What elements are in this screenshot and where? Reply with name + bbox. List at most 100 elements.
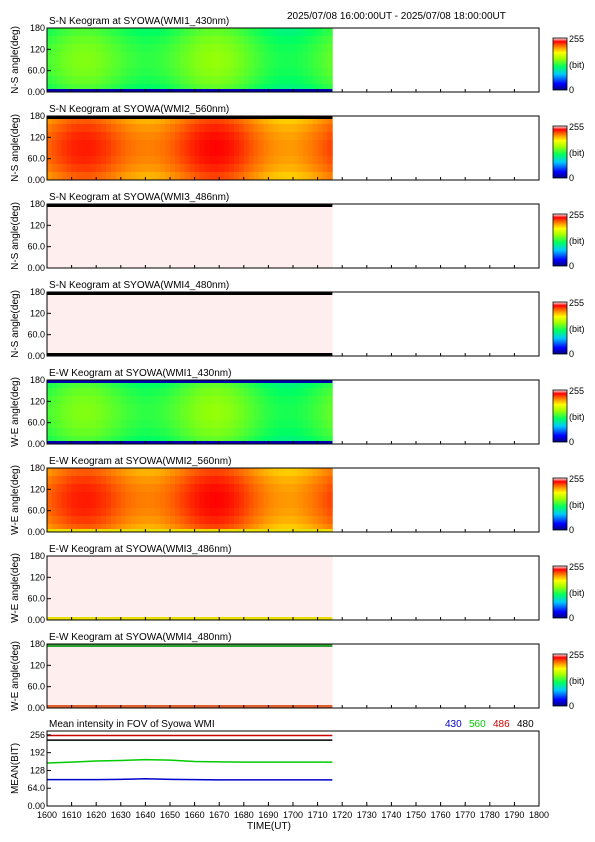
keogram-cell: [71, 516, 77, 525]
keogram-cell: [110, 212, 117, 221]
keogram-cell: [125, 348, 132, 357]
keogram-cell: [327, 668, 333, 677]
keogram-cell: [258, 516, 264, 525]
keogram-cell: [71, 132, 77, 141]
colorbar-min-label: 0: [569, 525, 574, 535]
keogram-cell: [302, 420, 309, 429]
keogram-cell: [174, 484, 181, 493]
keogram-cell: [327, 132, 333, 141]
keogram-cell: [302, 660, 309, 669]
keogram-cell: [209, 148, 215, 157]
keogram-cell: [199, 612, 205, 621]
keogram-cell: [145, 140, 151, 149]
keogram-cell: [106, 36, 112, 45]
keogram-cell: [120, 380, 127, 389]
keogram-cell: [110, 260, 117, 269]
keogram-cell: [268, 700, 274, 709]
keogram-cell: [150, 476, 156, 485]
keogram-cell: [224, 252, 230, 261]
keogram-cell: [56, 220, 63, 229]
keogram-cell: [268, 380, 274, 389]
keogram-cell: [238, 308, 245, 317]
keogram-cell: [125, 44, 132, 53]
keogram-cell: [214, 676, 220, 685]
keogram-cell: [219, 44, 225, 53]
keogram-cell: [120, 76, 127, 85]
keogram-cell: [253, 132, 259, 141]
keogram-cell: [76, 348, 82, 357]
keogram-cell: [155, 316, 161, 325]
keogram-cell: [214, 132, 220, 141]
keogram-cell: [184, 316, 191, 325]
keogram-cell: [155, 468, 161, 477]
keogram-cell: [86, 220, 92, 229]
keogram-cell: [179, 132, 186, 141]
keogram-cell: [278, 604, 284, 613]
keogram-cell: [120, 124, 127, 133]
keogram-cell: [258, 396, 264, 405]
keogram-cell: [135, 60, 141, 69]
keogram-cell: [179, 324, 186, 333]
keogram-cell: [145, 380, 151, 389]
keogram-cell: [273, 244, 279, 253]
keogram-cell: [135, 660, 141, 669]
keogram-cell: [293, 580, 299, 589]
keogram-cell: [150, 52, 156, 61]
keogram-cell: [61, 516, 68, 525]
keogram-cell: [110, 692, 117, 701]
keogram-cell: [189, 116, 195, 125]
keogram-cell: [248, 412, 255, 421]
keogram-cell: [243, 76, 250, 85]
keogram-cell: [214, 484, 220, 493]
keogram-cell: [238, 476, 245, 485]
keogram-cell: [209, 84, 215, 93]
keogram-cell: [219, 420, 225, 429]
keogram-cell: [66, 412, 72, 421]
keogram-cell: [238, 468, 245, 477]
keogram-cell: [233, 596, 240, 605]
keogram-cell: [76, 124, 82, 133]
keogram-cell: [204, 156, 210, 165]
keogram-cell: [273, 692, 279, 701]
keogram-cell: [145, 260, 151, 269]
keogram-cell: [238, 380, 245, 389]
keogram-cell: [86, 148, 92, 157]
keogram-cell: [71, 588, 77, 597]
keogram-cell: [56, 588, 63, 597]
keogram-cell: [47, 612, 53, 621]
keogram-cell: [194, 468, 200, 477]
keogram-cell: [51, 172, 58, 181]
keogram-cell: [219, 60, 225, 69]
keogram-cell: [160, 652, 166, 661]
keogram-cell: [174, 348, 181, 357]
keogram-cell: [248, 396, 255, 405]
keogram-cell: [283, 468, 289, 477]
keogram-cell: [170, 348, 176, 357]
keogram-cell: [86, 420, 92, 429]
keogram-cell: [135, 524, 141, 533]
keogram-cell: [115, 588, 122, 597]
keogram-cell: [258, 652, 264, 661]
keogram-cell: [209, 292, 215, 301]
keogram-cell: [288, 212, 294, 221]
keogram-cell: [209, 700, 215, 709]
keogram-cell: [130, 412, 136, 421]
keogram-cell: [194, 212, 200, 221]
keogram-cell: [47, 524, 53, 533]
keogram-cell: [81, 692, 87, 701]
keogram-cell: [155, 588, 161, 597]
keogram-cell: [233, 436, 240, 445]
keogram-cell: [56, 468, 63, 477]
keogram-cell: [179, 220, 186, 229]
keogram-cell: [204, 596, 210, 605]
keogram-cell: [76, 428, 82, 437]
keogram-cell: [194, 124, 200, 133]
keogram-cell: [327, 244, 333, 253]
keogram-cell: [71, 316, 77, 325]
keogram-cell: [76, 476, 82, 485]
keogram-cell: [273, 508, 279, 517]
keogram-cell: [47, 420, 53, 429]
keogram-cell: [288, 388, 294, 397]
keogram-cell: [312, 156, 318, 165]
keogram-cell: [248, 652, 255, 661]
